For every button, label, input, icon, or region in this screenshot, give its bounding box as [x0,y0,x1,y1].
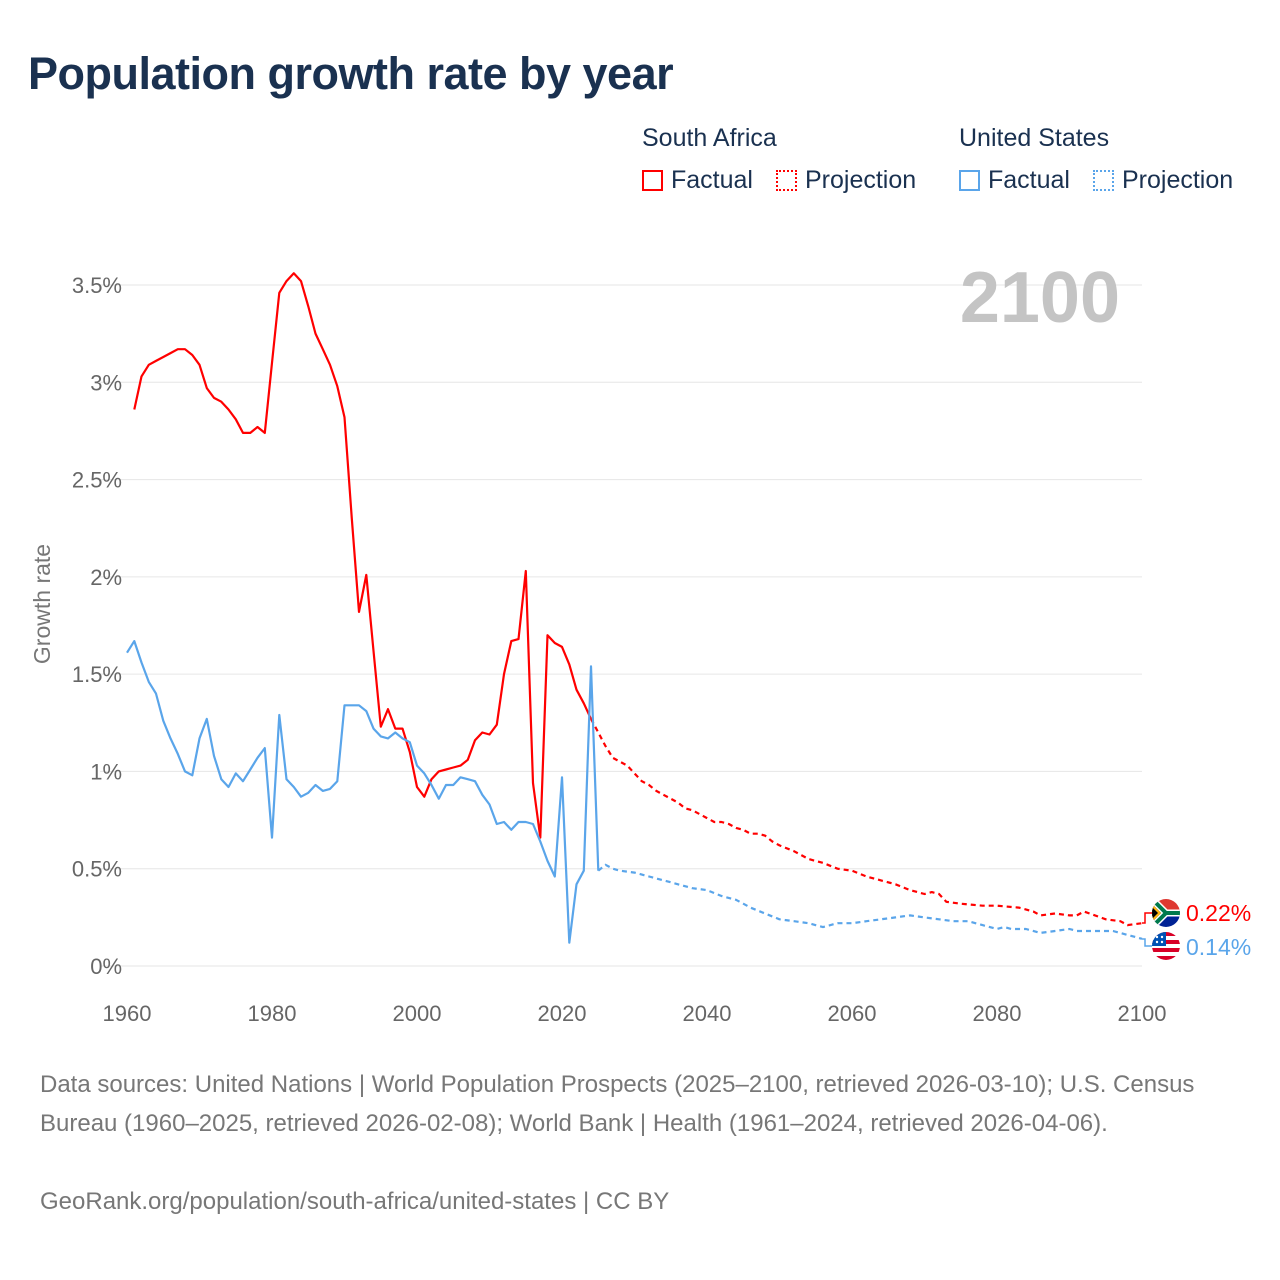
line-chart: 2100 Growth rate 0% 0.5% 1% 1.5% 2% 2.5% 3% 3.5… [29,258,1251,1026]
x-tick-label: 1960 [103,1001,152,1026]
legend-label: Factual [988,166,1070,194]
legend-us-factual[interactable]: Factual [959,166,1070,195]
legend-label: Factual [671,166,753,194]
sa-end-connector [1142,912,1152,924]
series-line-3 [597,863,1143,940]
legend-label: Projection [805,166,917,194]
x-tick-label: 2000 [393,1001,442,1026]
y-tick-label: 2.5% [72,468,122,493]
legend-swatch-dotted [1093,170,1114,191]
legend-group-south-africa: South Africa [642,124,777,152]
legend-swatch-dotted [776,170,797,191]
x-tick-label: 2080 [973,1001,1022,1026]
legend-group-united-states: United States [959,124,1110,152]
y-tick-label: 0% [90,954,122,979]
y-tick-label: 2% [90,565,122,590]
source-link[interactable]: GeoRank.org/population/south-africa/unit… [40,1188,670,1215]
chart-title: Population growth rate by year [28,48,674,99]
legend-label: Projection [1122,166,1234,194]
y-tick-label: 3.5% [72,273,122,298]
x-tick-label: 2100 [1118,1001,1167,1026]
us-end-connector [1142,938,1152,947]
south-africa-flag-icon [1152,899,1180,927]
x-tick-label: 2060 [828,1001,877,1026]
y-tick-label: 1.5% [72,662,122,687]
data-sources: Data sources: United Nations | World Pop… [40,1071,1195,1137]
series-line-1 [590,718,1143,927]
legend-swatch-solid [959,170,980,191]
y-tick-label: 0.5% [72,857,122,882]
series-line-2 [126,640,600,944]
x-tick-label: 1980 [248,1001,297,1026]
y-axis-label: Growth rate [29,544,55,664]
x-tick-label: 2040 [683,1001,732,1026]
sa-end-value: 0.22% [1186,900,1251,926]
year-display: 2100 [960,258,1120,338]
united-states-flag-icon [1152,932,1180,960]
legend-sa-factual[interactable]: Factual [642,166,753,195]
gridlines [100,284,1142,967]
legend-swatch-solid [642,170,663,191]
us-end-value: 0.14% [1186,934,1251,960]
legend-us-projection[interactable]: Projection [1093,166,1233,195]
x-tick-label: 2020 [538,1001,587,1026]
legend-sa-projection[interactable]: Projection [776,166,916,195]
series-line-0 [133,272,592,839]
y-tick-label: 1% [90,759,122,784]
y-tick-label: 3% [90,370,122,395]
